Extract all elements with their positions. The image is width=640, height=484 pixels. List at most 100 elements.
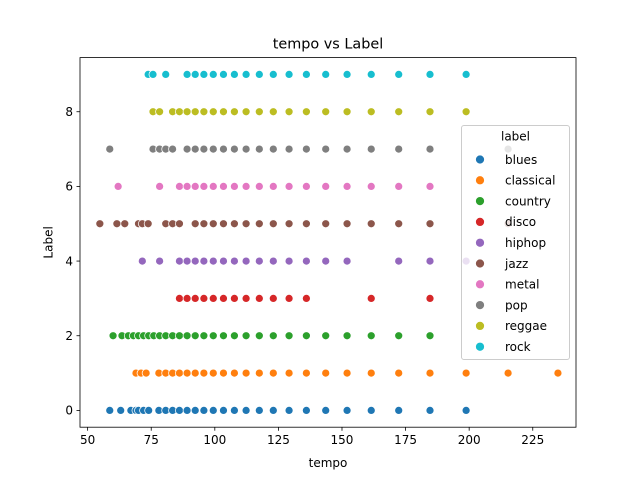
data-point	[199, 182, 209, 191]
data-point	[394, 256, 404, 266]
legend-label: blues	[505, 153, 537, 167]
data-point	[284, 70, 294, 79]
data-point	[141, 368, 151, 378]
data-point	[241, 219, 251, 229]
legend-marker	[475, 196, 485, 206]
data-point	[155, 256, 164, 266]
data-point	[208, 331, 218, 341]
data-point	[342, 406, 352, 415]
legend-marker	[475, 175, 485, 186]
data-point	[219, 331, 228, 341]
data-point	[241, 144, 251, 154]
data-point	[190, 144, 200, 154]
data-point	[208, 107, 218, 117]
data-point	[208, 406, 218, 415]
data-point	[461, 70, 471, 79]
data-point	[190, 368, 200, 378]
data-point	[268, 331, 278, 341]
data-point	[182, 70, 192, 79]
data-point	[230, 107, 239, 117]
data-point	[241, 406, 251, 415]
data-point	[254, 406, 264, 415]
data-point	[219, 107, 228, 117]
data-point	[219, 368, 228, 378]
data-point	[105, 406, 115, 415]
data-point	[254, 144, 264, 154]
data-point	[199, 368, 209, 378]
data-point	[105, 144, 115, 154]
legend-items: blues classical country disco hiphop jazz meta…	[475, 153, 555, 354]
data-point	[168, 144, 177, 154]
data-point	[284, 331, 294, 341]
x-tick-label: 150	[331, 433, 354, 447]
data-point	[394, 144, 404, 154]
data-point	[199, 144, 209, 154]
x-tick-label: 100	[203, 433, 226, 447]
data-point	[219, 219, 228, 229]
data-point	[302, 70, 311, 79]
data-point	[553, 368, 563, 378]
data-point	[425, 368, 435, 378]
data-point	[254, 219, 264, 229]
data-point	[425, 294, 435, 303]
y-tick-label: 2	[65, 329, 73, 343]
y-tick-label: 8	[65, 105, 73, 119]
data-point	[268, 294, 278, 303]
data-point	[254, 368, 264, 378]
data-point	[208, 256, 218, 266]
data-point	[366, 70, 376, 79]
data-point	[175, 107, 184, 117]
data-point	[113, 182, 123, 191]
legend-marker	[475, 154, 485, 165]
data-point	[182, 368, 192, 378]
data-point	[219, 182, 228, 191]
data-point	[190, 182, 200, 191]
data-point	[284, 256, 294, 266]
data-point	[284, 368, 294, 378]
data-point	[241, 368, 251, 378]
data-point	[425, 70, 435, 79]
legend-marker	[475, 258, 485, 269]
data-point	[342, 331, 352, 341]
data-point	[190, 256, 200, 266]
data-point	[366, 294, 376, 303]
data-point	[366, 182, 376, 191]
legend-label: hiphop	[505, 236, 546, 250]
data-point	[199, 256, 209, 266]
data-point	[182, 182, 192, 191]
data-point	[241, 331, 251, 341]
legend-label: country	[505, 194, 551, 208]
data-point	[175, 368, 184, 378]
legend-label: classical	[505, 174, 555, 188]
data-point	[241, 70, 251, 79]
data-point	[95, 219, 105, 229]
data-point	[394, 406, 404, 415]
data-point	[219, 70, 228, 79]
legend-marker	[475, 341, 485, 352]
data-point	[425, 107, 435, 117]
data-point	[302, 406, 311, 415]
data-point	[182, 144, 192, 154]
data-point	[302, 331, 311, 341]
data-point	[302, 144, 311, 154]
data-point	[254, 70, 264, 79]
data-point	[268, 368, 278, 378]
data-point	[219, 144, 228, 154]
data-point	[268, 182, 278, 191]
data-point	[175, 331, 184, 341]
data-point	[503, 368, 513, 378]
data-point	[190, 219, 200, 229]
data-point	[120, 219, 130, 229]
data-point	[230, 368, 239, 378]
data-point	[425, 406, 435, 415]
data-point	[425, 256, 435, 266]
data-point	[230, 294, 239, 303]
data-point	[342, 219, 352, 229]
data-point	[190, 107, 200, 117]
data-point	[182, 294, 192, 303]
data-point	[268, 144, 278, 154]
data-point	[144, 406, 154, 415]
data-point	[254, 256, 264, 266]
data-point	[394, 107, 404, 117]
data-point	[284, 219, 294, 229]
